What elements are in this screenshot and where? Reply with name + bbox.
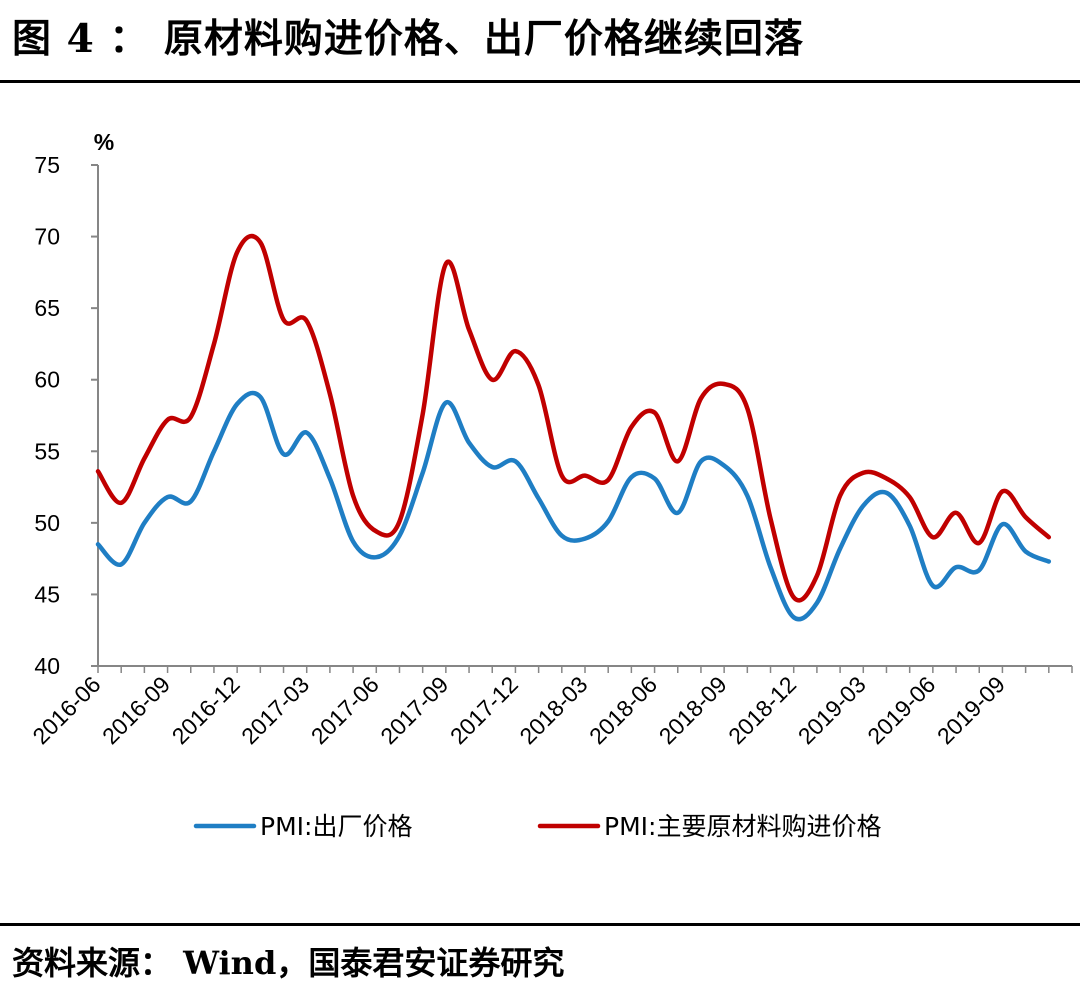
x-tick-label: 2017-09 [375, 671, 453, 749]
x-tick-label: 2019-06 [862, 671, 940, 749]
bottom-rule [0, 923, 1080, 926]
y-unit-label: % [94, 129, 114, 155]
series-line-1 [95, 390, 1052, 622]
data-source-note: 资料来源： Wind，国泰君安证券研究 [12, 944, 565, 982]
y-tick-label: 55 [34, 438, 60, 464]
y-tick-label: 50 [34, 510, 60, 536]
x-tick-label: 2019-03 [793, 671, 871, 749]
chart-title: 图 4 ： 原材料购进价格、出厂价格继续回落 [12, 16, 804, 62]
x-tick-label: 2017-06 [306, 671, 384, 749]
x-tick-label: 2019-09 [932, 671, 1010, 749]
top-rule [0, 80, 1080, 83]
line-chart: 4045505560657075%2016-062016-092016-1220… [27, 129, 1073, 841]
y-tick-label: 45 [34, 581, 60, 607]
y-tick-label: 75 [34, 152, 60, 178]
series-line-2 [95, 233, 1052, 603]
x-tick-label: 2017-03 [236, 671, 314, 749]
x-tick-label: 2016-09 [97, 671, 175, 749]
x-tick-label: 2016-12 [167, 671, 245, 749]
chart-legend: PMI:出厂价格 PMI:主要原材料购进价格 [193, 812, 881, 841]
legend-label-2: PMI:主要原材料购进价格 [604, 812, 881, 841]
x-tick-label: 2018-03 [514, 671, 592, 749]
y-tick-label: 70 [34, 224, 60, 250]
x-tick-label: 2016-06 [27, 671, 105, 749]
x-tick-label: 2017-12 [445, 671, 523, 749]
y-tick-label: 40 [34, 653, 60, 679]
legend-label-1: PMI:出厂价格 [260, 812, 412, 841]
y-tick-label: 60 [34, 367, 60, 393]
chart-plot-area [95, 233, 1052, 622]
x-tick-label: 2018-09 [654, 671, 732, 749]
x-tick-label: 2018-06 [584, 671, 662, 749]
y-tick-label: 65 [34, 295, 60, 321]
x-tick-label: 2018-12 [723, 671, 801, 749]
